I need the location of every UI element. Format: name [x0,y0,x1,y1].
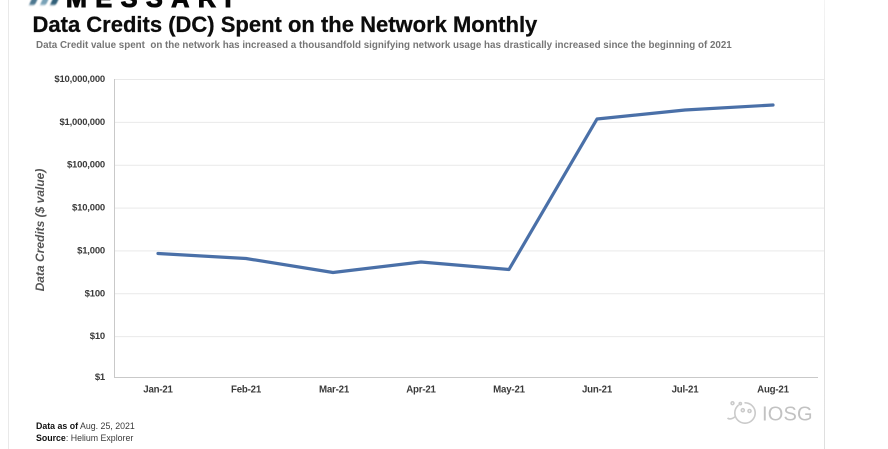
svg-text:Jun-21: Jun-21 [582,385,613,396]
svg-text:$10,000: $10,000 [72,203,105,214]
svg-text:Jan-21: Jan-21 [143,385,173,396]
svg-text:Apr-21: Apr-21 [406,385,436,396]
svg-text:Aug-21: Aug-21 [757,385,789,396]
svg-text:Feb-21: Feb-21 [231,385,262,396]
svg-text:Data Credits ($ value): Data Credits ($ value) [33,169,47,292]
svg-text:$100,000: $100,000 [67,160,105,171]
svg-text:$1,000,000: $1,000,000 [59,117,105,128]
svg-text:$1,000: $1,000 [77,245,105,256]
svg-text:$10,000,000: $10,000,000 [54,74,105,85]
svg-text:$100: $100 [85,288,105,299]
svg-text:May-21: May-21 [493,385,525,396]
svg-text:$10: $10 [90,331,105,342]
svg-text:Jul-21: Jul-21 [672,385,700,396]
svg-text:Mar-21: Mar-21 [319,385,350,396]
svg-text:$1: $1 [95,372,106,383]
svg-text:IOSG: IOSG [762,404,813,426]
